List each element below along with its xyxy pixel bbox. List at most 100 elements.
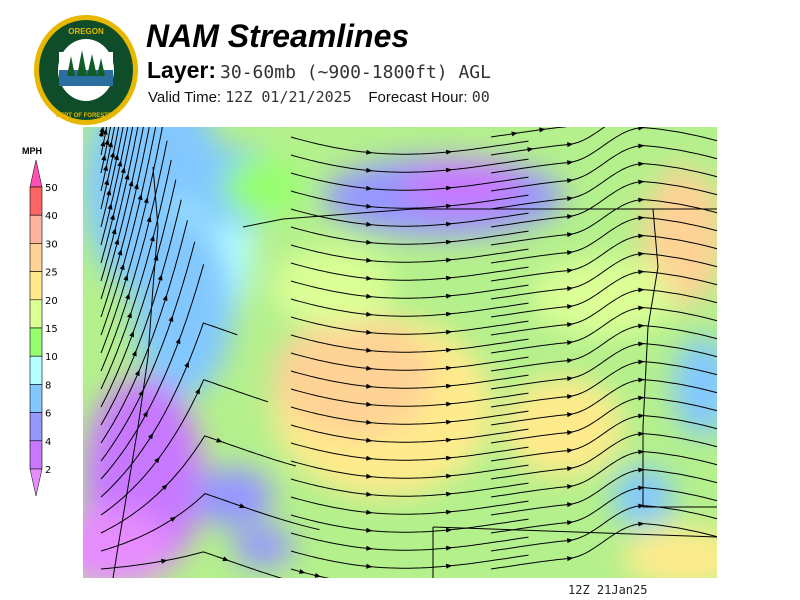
arrowhead-icon (104, 178, 110, 186)
arrowhead-icon (446, 257, 453, 263)
arrowhead-icon (567, 178, 574, 184)
streamline (290, 460, 529, 479)
arrowhead-icon (638, 395, 645, 401)
arrowhead-icon (110, 151, 116, 158)
streamline (100, 159, 172, 390)
streamline (290, 370, 529, 389)
wind-speed-region (273, 247, 393, 327)
streamline (290, 172, 529, 191)
wind-speed-region (623, 527, 717, 578)
arrowhead-icon (146, 215, 152, 223)
legend-tick-label: 30 (45, 239, 58, 250)
arrowhead-icon (446, 329, 453, 335)
arrowhead-icon (567, 466, 574, 472)
arrowhead-icon (446, 401, 453, 407)
streamline (290, 136, 529, 155)
wind-speed-region (273, 317, 433, 437)
streamline (290, 208, 529, 227)
arrowhead-icon (446, 167, 453, 173)
arrowhead-icon (123, 274, 129, 281)
streamline (490, 433, 717, 480)
arrowhead-icon (143, 196, 149, 204)
arrowhead-icon (638, 377, 645, 383)
streamline (490, 523, 717, 570)
arrowhead-icon (120, 166, 126, 174)
arrowhead-icon (567, 430, 574, 436)
arrowhead-icon (366, 437, 373, 443)
state-border (242, 208, 717, 228)
arrowhead-icon (446, 275, 453, 281)
streamline (100, 127, 150, 318)
legend-tick-label: 10 (45, 352, 58, 363)
arrowhead-icon (99, 127, 105, 133)
arrowhead-icon (638, 431, 645, 437)
arrowhead-icon (299, 569, 306, 574)
streamline (490, 307, 717, 354)
legend-tick-label: 40 (45, 211, 58, 222)
streamline (290, 496, 529, 515)
arrowhead-icon (638, 323, 645, 329)
streamline (290, 550, 529, 569)
streamline (100, 140, 168, 372)
arrowhead-icon (108, 141, 113, 148)
legend-swatch (29, 384, 43, 413)
streamline (290, 568, 330, 578)
legend-tick-label: 8 (45, 380, 51, 391)
arrowhead-icon (567, 304, 574, 310)
legend-tick-label: 50 (45, 183, 58, 194)
streamline (490, 127, 606, 156)
arrowhead-icon (567, 484, 574, 490)
streamline (100, 127, 112, 174)
streamline (100, 127, 120, 210)
streamline (290, 514, 529, 533)
arrowhead-icon (527, 147, 534, 153)
arrowhead-icon (133, 182, 139, 190)
arrowhead-icon (114, 238, 120, 245)
streamline (100, 179, 177, 408)
arrowhead-icon (446, 419, 453, 425)
arrowhead-icon (446, 545, 453, 551)
arrowhead-icon (638, 127, 645, 131)
streamline-map[interactable] (83, 127, 717, 578)
legend-swatch (29, 186, 43, 216)
legend-tick-label: 20 (45, 296, 58, 307)
arrowhead-icon (366, 419, 373, 425)
arrowhead-icon (366, 275, 373, 281)
arrowhead-icon (567, 160, 574, 166)
arrowhead-icon (117, 160, 123, 167)
arrowhead-icon (567, 412, 574, 418)
oregon-department-of-forestry-logo: OREGON DEPT OF FORESTRY (34, 15, 138, 125)
state-border (432, 526, 717, 538)
legend-swatch (29, 327, 43, 357)
legend-swatch (29, 412, 43, 442)
arrowhead-icon (567, 394, 574, 400)
streamline (290, 478, 529, 497)
timestamp-stamp: 12Z 21Jan25 (568, 583, 648, 597)
streamline (490, 181, 717, 228)
streamline (490, 343, 717, 390)
arrowhead-icon (127, 311, 132, 319)
streamline (100, 493, 320, 552)
arrowhead-icon (366, 239, 373, 245)
arrowhead-icon (511, 131, 518, 137)
arrowhead-icon (567, 286, 574, 292)
arrowhead-icon (366, 347, 373, 353)
color-legend: 50 40 30 25 20 15 10 8 6 4 2 (29, 159, 58, 497)
arrowhead-icon (446, 437, 453, 443)
arrowhead-icon (366, 221, 373, 227)
legend-swatch (29, 440, 43, 470)
arrowhead-icon (175, 337, 181, 345)
arrowhead-icon (169, 516, 177, 523)
wind-speed-region (193, 467, 273, 527)
valid-time-label: Valid Time: (148, 89, 222, 106)
valid-time-info: Valid Time: 12Z 01/21/2025 Forecast Hour… (148, 88, 490, 106)
arrowhead-icon (366, 401, 373, 407)
arrowhead-icon (446, 491, 453, 497)
arrowhead-icon (366, 167, 373, 173)
arrowhead-icon (366, 203, 373, 209)
arrowhead-icon (162, 294, 168, 301)
arrowhead-icon (366, 383, 373, 389)
arrowhead-icon (638, 305, 645, 311)
arrowhead-icon (111, 227, 117, 235)
streamline (490, 217, 717, 264)
